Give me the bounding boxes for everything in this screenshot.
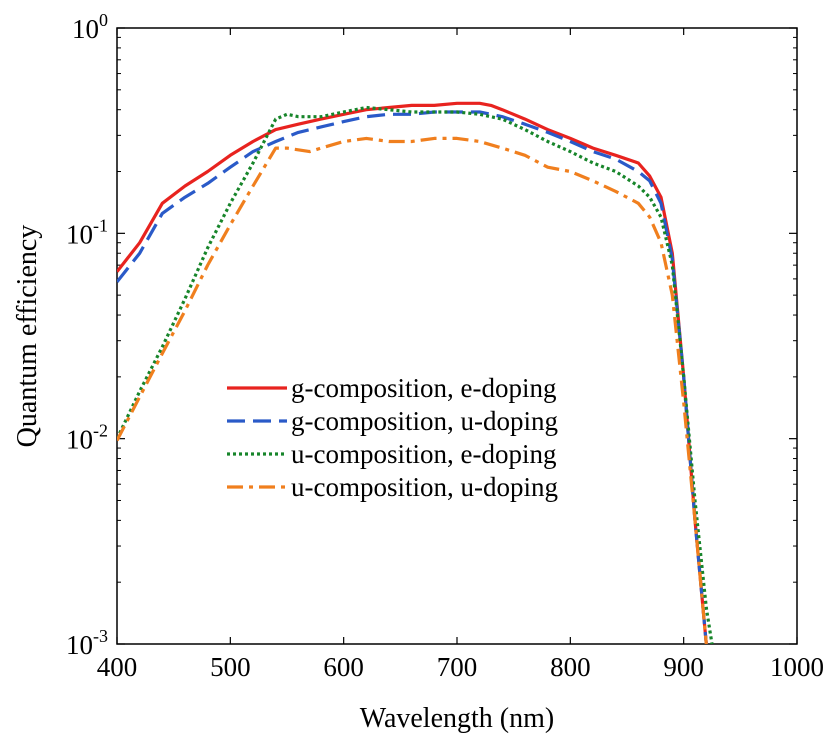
x-axis-title: Wavelength (nm) [360,703,554,734]
x-tick-label: 500 [210,652,251,682]
y-tick-exponent: -3 [93,626,108,646]
y-tick-label: 100 [72,10,108,44]
y-tick-exponent: -2 [93,421,108,441]
plot-area [116,27,798,645]
x-tick-labels: 400 500 600 700 800 900 1000 [97,652,824,682]
x-tick-label: 600 [323,652,364,682]
y-tick-label: 10-2 [66,421,108,455]
x-tick-label: 400 [97,652,138,682]
y-tick-exponent: -1 [93,215,108,235]
x-tick-label: 800 [550,652,591,682]
series-line-1 [117,101,708,644]
series-lines [117,101,714,644]
y-axis-title: Quantum efficiency [12,225,43,448]
legend-label-4: u-composition, u-doping [291,472,558,502]
x-tick-label: 900 [663,652,704,682]
legend-label-1: g-composition, e-doping [291,373,556,403]
x-tick-label: 700 [437,652,478,682]
legend-label-2: g-composition, u-doping [291,406,558,436]
x-tick-label: 1000 [770,652,824,682]
y-tick-label: 10-1 [66,215,108,249]
series-line-3 [117,105,714,644]
y-tick-base: 10 [66,630,93,660]
y-tick-base: 10 [66,219,93,249]
y-tick-base: 10 [72,14,99,44]
y-tick-base: 10 [66,425,93,455]
y-tick-exponent: 0 [99,10,108,30]
series-line-4 [117,136,708,644]
axis-ticks [116,27,798,645]
legend-label-3: u-composition, e-doping [291,439,556,469]
y-tick-label: 10-3 [66,626,108,660]
